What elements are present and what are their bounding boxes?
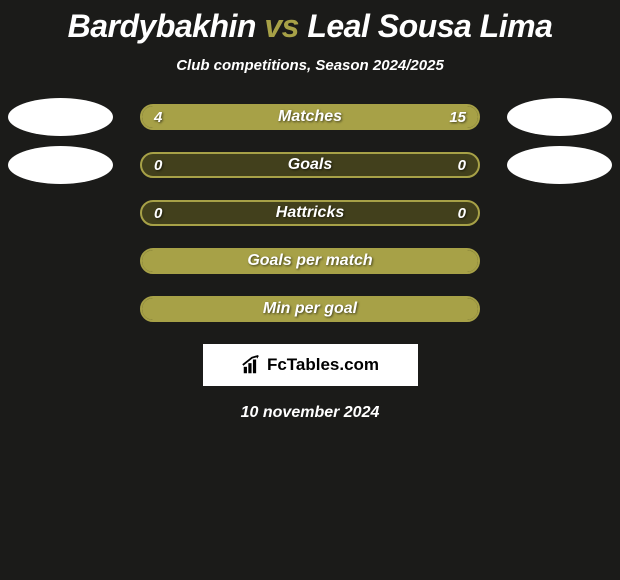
stat-value-right: 0 [458, 205, 466, 222]
avatar-left [8, 98, 113, 136]
stat-row: 4 15 Matches [0, 104, 620, 130]
bar-fill-left [142, 106, 213, 128]
stat-value-right: 0 [458, 157, 466, 174]
bar-fill-right [213, 106, 478, 128]
date-text: 10 november 2024 [0, 404, 620, 422]
stat-value-left: 0 [154, 157, 162, 174]
branding-box: FcTables.com [203, 344, 418, 386]
stat-bar: Min per goal [140, 296, 480, 322]
stat-value-right: 15 [449, 109, 466, 126]
title-vs: vs [264, 8, 299, 44]
stat-bar: 0 0 Hattricks [140, 200, 480, 226]
stat-label: Min per goal [263, 300, 357, 318]
chart-icon [241, 354, 263, 376]
stat-label: Matches [278, 108, 342, 126]
stat-bar: 0 0 Goals [140, 152, 480, 178]
subtitle: Club competitions, Season 2024/2025 [0, 57, 620, 74]
stat-row: 0 0 Goals [0, 152, 620, 178]
stat-row: Goals per match [0, 248, 620, 274]
stats-area: 4 15 Matches 0 0 Goals 0 0 Hattricks Goals per ma… [0, 104, 620, 322]
title-player1: Bardybakhin [68, 8, 256, 44]
stat-row: 0 0 Hattricks [0, 200, 620, 226]
branding-text: FcTables.com [267, 355, 379, 375]
stat-value-left: 4 [154, 109, 162, 126]
stat-row: Min per goal [0, 296, 620, 322]
stat-label: Goals [288, 156, 332, 174]
stat-bar: 4 15 Matches [140, 104, 480, 130]
avatar-right [507, 146, 612, 184]
main-container: Bardybakhin vs Leal Sousa Lima Club comp… [0, 0, 620, 422]
avatar-left [8, 146, 113, 184]
stat-value-left: 0 [154, 205, 162, 222]
stat-label: Goals per match [247, 252, 372, 270]
avatar-right [507, 98, 612, 136]
stat-bar: Goals per match [140, 248, 480, 274]
stat-label: Hattricks [276, 204, 344, 222]
title-player2: Leal Sousa Lima [307, 8, 552, 44]
page-title: Bardybakhin vs Leal Sousa Lima [0, 8, 620, 45]
